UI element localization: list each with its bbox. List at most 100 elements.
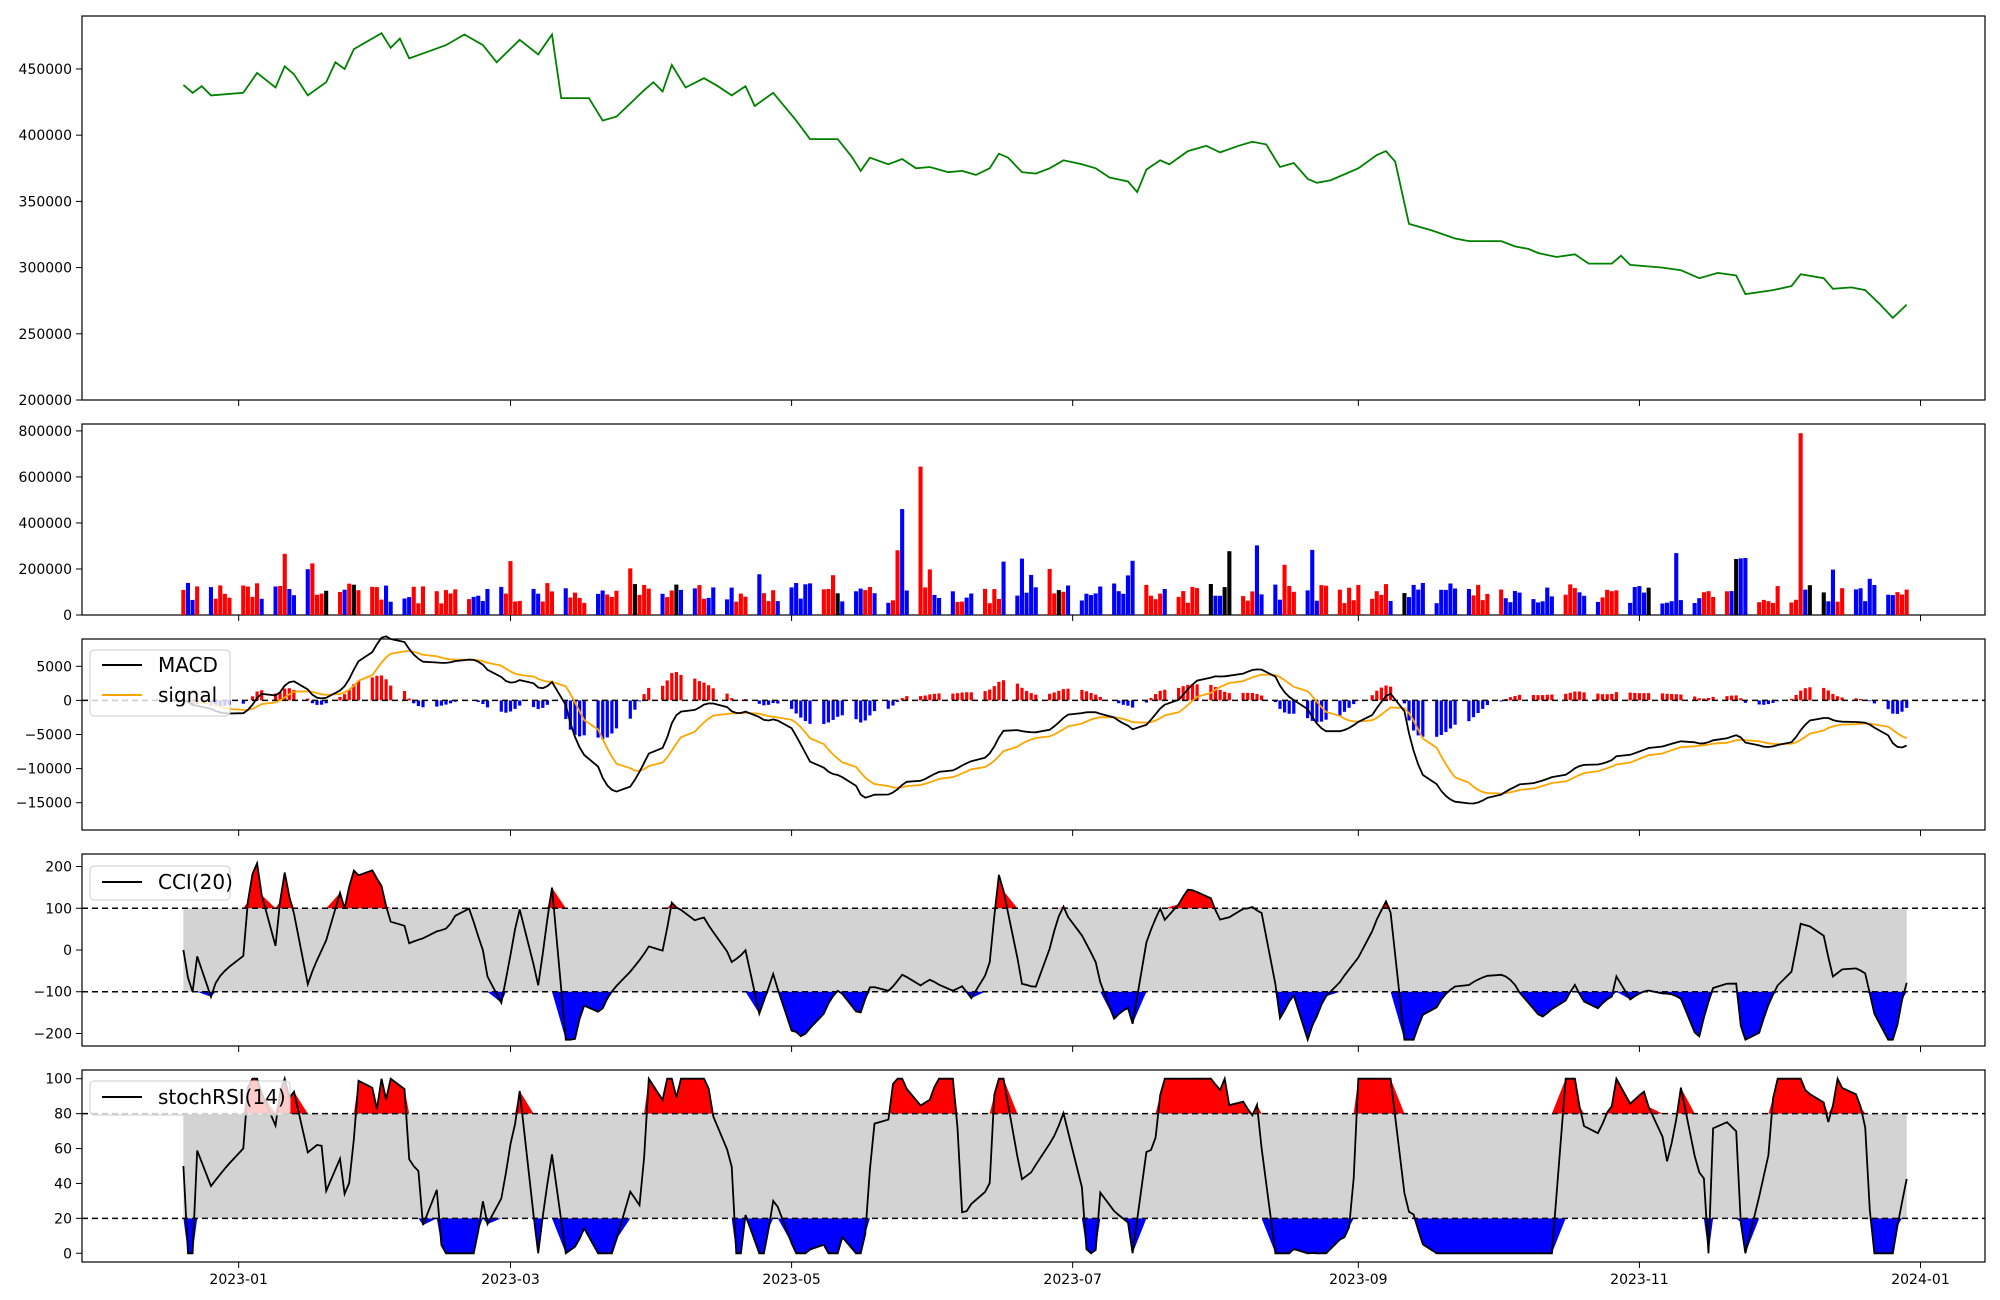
macd-histogram-bar <box>1283 700 1287 713</box>
x-tick-label: 2023-11 <box>1610 1272 1669 1288</box>
macd-histogram-bar <box>513 700 517 709</box>
macd-histogram-bar <box>1467 700 1471 722</box>
y-tick-label: 400000 <box>19 516 72 532</box>
cci-legend: CCI(20) <box>89 865 233 901</box>
macd-histogram-bar <box>1342 700 1347 712</box>
volume-bar <box>890 600 895 615</box>
macd-histogram-bar <box>826 700 830 723</box>
volume-bar <box>646 588 651 615</box>
macd-histogram-bar <box>932 693 936 701</box>
macd-histogram-bar <box>1840 697 1844 701</box>
macd-histogram-bar <box>1412 700 1416 731</box>
volume-bar <box>692 588 697 615</box>
x-tick-label: 2023-01 <box>209 1272 268 1288</box>
volume-bar <box>1466 589 1471 615</box>
y-tick-label: 5000 <box>36 659 72 675</box>
panel-frame <box>81 1069 1986 1263</box>
volume-bar <box>835 593 840 615</box>
macd-histogram-bar <box>1868 700 1872 702</box>
volume-bar <box>1439 589 1444 615</box>
volume-bar <box>1798 433 1803 615</box>
volume-bar <box>1305 590 1310 615</box>
volume-bar <box>600 590 605 615</box>
volume-bar <box>775 601 780 615</box>
volume-bar <box>573 592 578 615</box>
macd-histogram-bar <box>1347 700 1351 708</box>
macd-histogram-bar <box>757 700 761 704</box>
volume-bar <box>900 509 905 615</box>
volume-bar <box>1669 601 1674 615</box>
macd-histogram-bar <box>1126 700 1130 706</box>
volume-bar <box>1563 594 1568 615</box>
volume-bar <box>1056 590 1061 615</box>
volume-bar <box>1761 599 1766 615</box>
macd-histogram-bar <box>1080 689 1084 701</box>
volume-bar <box>416 603 421 615</box>
volume-bar <box>388 601 393 615</box>
volume-bar <box>660 593 665 615</box>
macd-histogram-bar <box>578 700 582 737</box>
volume-bar <box>1121 593 1126 615</box>
volume-bar <box>1697 598 1702 615</box>
macd-histogram-bar <box>1573 691 1577 701</box>
volume-bar <box>227 597 232 615</box>
volume-bar <box>863 590 868 615</box>
macd-histogram-bar <box>674 672 678 701</box>
volume-bar <box>1674 553 1679 615</box>
macd-histogram-bar <box>1693 696 1697 701</box>
volume-bar <box>697 585 702 615</box>
volume-bar <box>1116 591 1121 615</box>
volume-bar <box>1660 603 1665 615</box>
volume-bar <box>218 585 223 615</box>
macd-histogram-bar <box>1679 694 1683 701</box>
volume-bar <box>614 590 619 615</box>
macd-histogram-bar <box>1052 692 1056 701</box>
volume-bar <box>1093 593 1098 615</box>
macd-histogram-bar <box>241 700 245 704</box>
macd-histogram-bar <box>1757 700 1761 705</box>
macd-histogram-bar <box>518 700 522 706</box>
volume-bar <box>1411 584 1416 615</box>
macd-histogram-bar <box>1260 695 1264 701</box>
legend-cci-label: CCI(20) <box>158 870 233 894</box>
macd-histogram-bar <box>790 700 794 709</box>
legend-signal-label: signal <box>158 683 217 707</box>
volume-bar <box>1089 595 1094 615</box>
volume-bar <box>1324 585 1329 615</box>
macd-histogram-bar <box>1195 684 1199 701</box>
macd-histogram-bar <box>836 700 840 717</box>
macd-histogram-bar <box>370 677 374 701</box>
y-tick-label: 80 <box>54 1107 72 1123</box>
volume-bar <box>1835 601 1840 615</box>
volume-bar <box>513 601 518 615</box>
volume-bar <box>1052 593 1057 615</box>
volume-bar <box>1162 589 1167 615</box>
volume-bar <box>1886 594 1891 615</box>
volume-bar <box>1158 593 1163 615</box>
macd-histogram-bar <box>665 680 669 701</box>
volume-bar <box>195 586 200 615</box>
volume-bar <box>1370 598 1375 615</box>
volume-bar <box>642 584 647 615</box>
volume-bar <box>1572 588 1577 615</box>
volume-bar <box>702 598 707 615</box>
macd-histogram-bar <box>1886 700 1890 710</box>
macd-histogram-bar <box>868 700 872 716</box>
volume-bar <box>1600 597 1605 615</box>
volume-bar <box>1001 561 1006 615</box>
macd-histogram-bar <box>1803 688 1807 701</box>
macd-histogram-bar <box>1223 691 1227 701</box>
macd-histogram-bar <box>273 693 278 701</box>
macd-histogram-bar <box>1241 692 1245 701</box>
y-tick-label: 0 <box>63 693 72 709</box>
y-tick-label: 600000 <box>19 470 72 486</box>
volume-bar <box>761 593 766 615</box>
volume-bar <box>1706 591 1711 615</box>
macd-histogram-bar <box>1762 700 1766 705</box>
volume-bar <box>596 593 601 615</box>
macd-histogram-bar <box>808 700 812 724</box>
volume-bar <box>1047 569 1052 615</box>
volume-bar <box>273 586 278 615</box>
volume-bar <box>867 587 872 615</box>
macd-histogram-bar <box>1891 700 1895 714</box>
